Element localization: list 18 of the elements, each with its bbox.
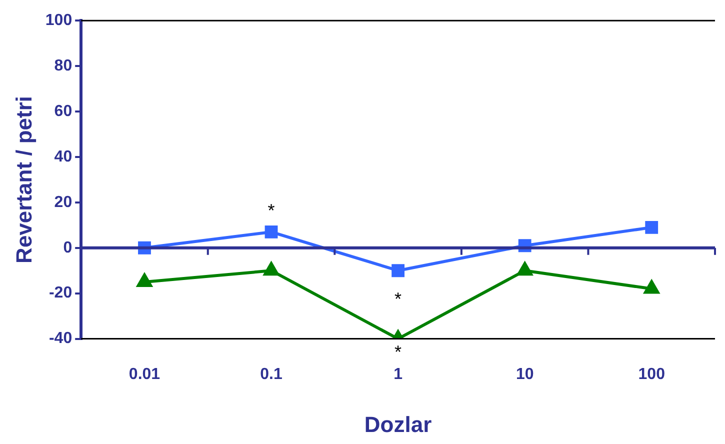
text: *: [394, 342, 402, 362]
y-tick-label: 20: [54, 194, 72, 211]
y-tick-label: 40: [54, 148, 72, 166]
y-tick-label: 60: [54, 102, 72, 120]
y-tick-label: -40: [48, 330, 72, 348]
y-tick-label: 80: [54, 57, 72, 74]
x-tick-label: 0.01: [128, 366, 160, 383]
annotation: *: [268, 200, 275, 220]
annotation: *: [394, 289, 402, 310]
x-tick-label: 100: [638, 366, 666, 383]
y-tick-label: -20: [48, 284, 72, 302]
x-tick-label: 0.1: [260, 366, 282, 383]
y-tick-label: 0: [63, 239, 72, 256]
y-axis-title: Revertant / petri: [11, 96, 36, 264]
x-tick-label: 10: [516, 366, 534, 383]
x-tick-label: 1: [394, 366, 403, 383]
x-axis-title: Dozlar: [364, 412, 432, 438]
y-tick-label: 100: [45, 12, 72, 30]
